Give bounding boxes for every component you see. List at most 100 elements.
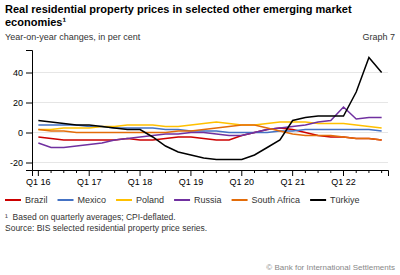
x-tick-mark <box>178 170 179 173</box>
x-tick-mark <box>89 170 90 176</box>
x-tick: Q1 21 <box>280 170 305 187</box>
x-tick <box>318 170 319 173</box>
x-tick <box>203 170 204 173</box>
footnote: Source: BIS selected residential propert… <box>5 223 207 233</box>
x-tick <box>381 170 382 173</box>
x-tick-label: Q1 18 <box>128 177 153 187</box>
x-tick-mark <box>51 170 52 173</box>
x-tick-mark <box>140 170 141 176</box>
y-tick: 40 <box>13 68 32 78</box>
title: Real residential property prices in sele… <box>5 3 355 28</box>
x-tick-label: Q1 19 <box>179 177 204 187</box>
y-tick-label: 0 <box>18 128 23 138</box>
legend-label: Poland <box>136 195 164 205</box>
x-tick-mark <box>279 170 280 173</box>
x-axis: Q1 16 Q1 17 Q1 18 Q1 19 Q1 20 Q1 21 Q1 22 <box>26 170 388 187</box>
subtitle: Year-on-year changes, in per cent <box>5 32 141 42</box>
grid-line <box>32 162 388 163</box>
legend-label: Russia <box>194 195 222 205</box>
x-tick-mark <box>203 170 204 173</box>
y-tick-mark <box>26 73 32 74</box>
annotation: Graph 7 <box>362 32 395 42</box>
x-tick-mark <box>165 170 166 173</box>
x-tick <box>267 170 268 173</box>
legend-label: South Africa <box>252 195 301 205</box>
x-tick-mark <box>343 170 344 176</box>
x-tick <box>63 170 64 173</box>
x-tick-mark <box>330 170 331 173</box>
legend-item: Russia <box>174 195 222 205</box>
footnote: ¹ Based on quarterly averages; CPI-defla… <box>5 212 176 222</box>
title-line: Real residential property prices in sele… <box>5 3 355 15</box>
x-tick-label: Q1 16 <box>26 177 51 187</box>
x-tick <box>356 170 357 173</box>
y-tick-label: 40 <box>13 68 23 78</box>
x-tick: Q1 18 <box>128 170 153 187</box>
y-tick-mark <box>26 163 32 164</box>
grid-line <box>32 102 388 103</box>
x-tick <box>216 170 217 173</box>
y-tick-mark <box>26 133 32 134</box>
legend-label: Türkiye <box>330 195 360 205</box>
x-tick-label: Q1 22 <box>331 177 356 187</box>
y-tick-label: -20 <box>10 158 23 168</box>
x-tick: Q1 19 <box>179 170 204 187</box>
legend-item: Türkiye <box>310 195 360 205</box>
chart: Real residential property prices in sele… <box>0 0 400 275</box>
legend-item: Poland <box>116 195 164 205</box>
y-tick: 0 <box>18 128 32 138</box>
x-tick-mark <box>356 170 357 173</box>
legend-item: South Africa <box>232 195 301 205</box>
series-line <box>38 58 381 160</box>
x-tick-mark <box>254 170 255 173</box>
copyright: © Bank for International Settlements <box>266 263 395 272</box>
x-tick <box>254 170 255 173</box>
legend-item: Brazil <box>5 195 48 205</box>
legend-swatch <box>174 199 190 201</box>
x-tick: Q1 16 <box>26 170 51 187</box>
x-tick-mark <box>38 170 39 176</box>
x-tick-mark <box>267 170 268 173</box>
x-tick: Q1 22 <box>331 170 356 187</box>
legend-swatch <box>116 199 132 201</box>
x-tick-mark <box>127 170 128 173</box>
legend-swatch <box>58 199 74 201</box>
x-tick-label: Q1 17 <box>77 177 102 187</box>
grid-line <box>32 72 388 73</box>
y-axis: -20 0 20 40 <box>10 51 33 171</box>
x-tick-mark <box>152 170 153 173</box>
x-tick-mark <box>76 170 77 173</box>
x-tick <box>229 170 230 173</box>
y-tick: 20 <box>13 98 32 108</box>
grid <box>32 73 388 163</box>
x-tick <box>114 170 115 173</box>
x-tick: Q1 20 <box>230 170 255 187</box>
x-axis-line <box>33 171 389 177</box>
x-tick-mark <box>305 170 306 173</box>
x-tick-mark <box>368 170 369 173</box>
x-tick <box>368 170 369 173</box>
x-tick <box>152 170 153 173</box>
x-tick <box>101 170 102 173</box>
series-line <box>38 125 381 140</box>
legend-swatch <box>5 199 21 201</box>
y-tick-mark <box>26 103 32 104</box>
x-tick-mark <box>229 170 230 173</box>
x-tick-mark <box>63 170 64 173</box>
x-tick-mark <box>241 170 242 176</box>
x-tick <box>76 170 77 173</box>
x-tick <box>279 170 280 173</box>
legend-swatch <box>310 199 326 201</box>
series-line <box>38 107 381 148</box>
x-tick-label: Q1 21 <box>280 177 305 187</box>
legend-label: Brazil <box>25 195 48 205</box>
x-tick-mark <box>114 170 115 173</box>
x-tick-mark <box>318 170 319 173</box>
x-tick <box>51 170 52 173</box>
x-tick-label: Q1 20 <box>230 177 255 187</box>
lines <box>38 58 381 160</box>
title-line: economies¹ <box>5 16 66 28</box>
x-tick <box>178 170 179 173</box>
y-axis-line <box>26 51 33 171</box>
x-tick-mark <box>292 170 293 176</box>
